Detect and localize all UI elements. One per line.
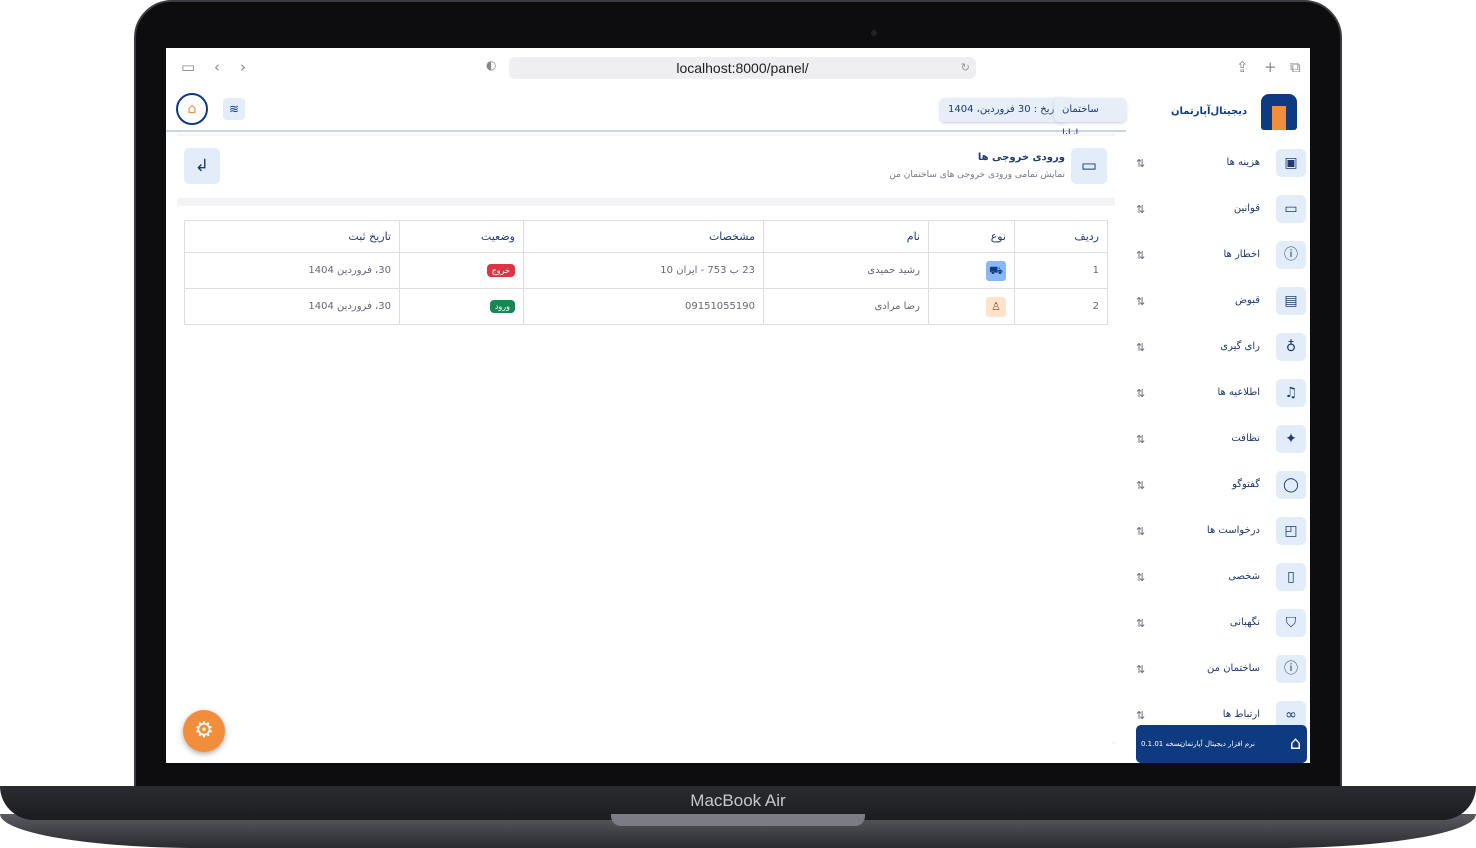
back-icon[interactable]: ‹ xyxy=(214,58,220,76)
forward-icon[interactable]: › xyxy=(240,58,246,76)
sidebar-item[interactable]: ♁ رای گیری ⇅ xyxy=(1126,328,1310,374)
logo: دیجیتال‌آپارتمان xyxy=(1171,94,1301,130)
sort-arrows-icon[interactable]: ⇅ xyxy=(1136,433,1146,446)
logo-icon xyxy=(1261,94,1297,130)
sidebar-item[interactable]: ⓘ اخطار ها ⇅ xyxy=(1126,236,1310,282)
settings-gear-icon[interactable]: ⚙ xyxy=(183,710,225,752)
sidebar-item[interactable]: ▭ قوانین ⇅ xyxy=(1126,190,1310,236)
car-icon: ⛟ xyxy=(986,260,1006,281)
col-status: وضعیت xyxy=(399,220,524,253)
table-card: ردیف نوع نام مشخصات وضعیت تاریخ ثبت 1 ⛟ … xyxy=(177,206,1115,744)
shield-icon: ◐ xyxy=(486,58,497,72)
page-subtitle: نمایش تمامی ورودی خروجی های ساختمان من xyxy=(889,170,1065,180)
link-icon: ∞ xyxy=(1276,701,1306,729)
status-badge: خروج xyxy=(486,264,515,277)
note-icon: ◰ xyxy=(1276,517,1306,545)
entries-table: ردیف نوع نام مشخصات وضعیت تاریخ ثبت 1 ⛟ … xyxy=(184,220,1108,325)
sidebar-toggle-icon[interactable]: ▭ xyxy=(181,58,196,76)
col-date: تاریخ ثبت xyxy=(184,220,400,253)
date-badge: تاریخ : 30 فروردین، 1404 xyxy=(940,98,1069,122)
sidebar-item[interactable]: ▣ هزینه ها ⇅ xyxy=(1126,144,1310,190)
table-row[interactable]: 2 ♙ رضا مرادی 09151055190 ورود 30، فرورد… xyxy=(184,288,1108,325)
sort-arrows-icon[interactable]: ⇅ xyxy=(1136,617,1146,630)
laptop-notch xyxy=(611,814,865,826)
sort-arrows-icon[interactable]: ⇅ xyxy=(1136,341,1146,354)
sidebar-item[interactable]: ✦ نظافت ⇅ xyxy=(1126,420,1310,466)
table-row[interactable]: 1 ⛟ رشید حمیدی 23 ب 753 - ایران 10 خروج … xyxy=(184,252,1108,289)
frame-icon: ▭ xyxy=(1071,148,1107,184)
app-header: ⌂ ≋ تاریخ : 30 فروردین، 1404 ساختمان ارا… xyxy=(166,88,1126,139)
sort-arrows-icon[interactable]: ⇅ xyxy=(1136,387,1146,400)
sidebar-item[interactable]: ▤ قبوض ⇅ xyxy=(1126,282,1310,328)
status-badge: ورود xyxy=(489,300,515,313)
new-tab-icon[interactable]: + xyxy=(1264,58,1277,76)
sidebar-item[interactable]: ♫ اطلاعیه ها ⇅ xyxy=(1126,374,1310,420)
sidebar-item[interactable]: ⓘ ساختمان من ⇅ xyxy=(1126,650,1310,696)
reload-icon[interactable]: ↻ xyxy=(960,62,970,74)
page-header-card: ↲ ▭ ورودی خروجی ها نمایش تمامی ورودی خرو… xyxy=(177,136,1115,198)
logo-icon: ⌂ xyxy=(1289,733,1301,754)
share-icon[interactable]: ⇪ xyxy=(1236,58,1249,76)
sidebar-item[interactable]: ◰ درخواست ها ⇅ xyxy=(1126,512,1310,558)
sort-arrows-icon[interactable]: ⇅ xyxy=(1136,663,1146,676)
col-details: مشخصات xyxy=(523,220,764,253)
sort-arrows-icon[interactable]: ⇅ xyxy=(1136,571,1146,584)
back-arrow-icon[interactable]: ↲ xyxy=(184,148,220,184)
chat-icon: ◯ xyxy=(1276,471,1306,499)
sidebar-item[interactable]: ◯ گفتوگو ⇅ xyxy=(1126,466,1310,512)
sparkle-icon: ✦ xyxy=(1276,425,1306,453)
building-badge: ساختمان ارایا xyxy=(1054,98,1126,139)
sidebar-item[interactable]: ∞ ارتباط ها ⇅ xyxy=(1126,696,1310,742)
sidebar: ▣ هزینه ها ⇅ ▭ قوانین ⇅ ⓘ اخطار ها ⇅ ▤ قبوض ⇅ ♁ رای گ… xyxy=(1126,134,1310,763)
sidebar-item[interactable]: ▯ شخصی ⇅ xyxy=(1126,558,1310,604)
receipt-icon: ▤ xyxy=(1276,287,1306,315)
tabs-icon[interactable]: ⧉ xyxy=(1290,58,1301,76)
sort-arrows-icon[interactable]: ⇅ xyxy=(1136,157,1146,170)
sort-arrows-icon[interactable]: ⇅ xyxy=(1136,249,1146,262)
shield-icon: ⛉ xyxy=(1276,609,1306,637)
device-label: MacBook Air xyxy=(690,791,786,810)
col-type: نوع xyxy=(928,220,1015,253)
layers-icon[interactable]: ≋ xyxy=(223,98,245,120)
sort-arrows-icon[interactable]: ⇅ xyxy=(1136,203,1146,216)
browser-toolbar: ▭ ‹ › ◐ localhost:8000/panel/↻ ⇪ + ⧉ xyxy=(166,48,1310,88)
info-icon: ⓘ xyxy=(1276,655,1306,683)
phone-icon: ▯ xyxy=(1276,563,1306,591)
sort-arrows-icon[interactable]: ⇅ xyxy=(1136,709,1146,722)
award-icon: ♁ xyxy=(1276,333,1306,361)
sidebar-footer: ⌂ نرم افزار دیجیتال آپارتمان نسخه 0.1.01 xyxy=(1136,725,1307,763)
sort-arrows-icon[interactable]: ⇅ xyxy=(1136,525,1146,538)
col-name: نام xyxy=(763,220,929,253)
camera xyxy=(871,30,877,36)
url-bar[interactable]: localhost:8000/panel/↻ xyxy=(509,57,976,79)
main-content: ↲ ▭ ورودی خروجی ها نمایش تمامی ورودی خرو… xyxy=(177,134,1115,744)
page-title: ورودی خروجی ها xyxy=(977,152,1065,163)
sort-arrows-icon[interactable]: ⇅ xyxy=(1136,479,1146,492)
bell-icon: ♫ xyxy=(1276,379,1306,407)
info-icon: ⓘ xyxy=(1276,241,1306,269)
avatar[interactable]: ⌂ xyxy=(176,93,208,125)
sort-arrows-icon[interactable]: ⇅ xyxy=(1136,295,1146,308)
screen: ▭ ‹ › ◐ localhost:8000/panel/↻ ⇪ + ⧉ ⌂ ≋… xyxy=(166,48,1310,763)
col-index: ردیف xyxy=(1014,220,1108,253)
person-icon: ♙ xyxy=(986,296,1006,317)
monitor-icon: ▭ xyxy=(1276,195,1306,223)
sidebar-item[interactable]: ⛉ نگهبانی ⇅ xyxy=(1126,604,1310,650)
money-icon: ▣ xyxy=(1276,149,1306,177)
